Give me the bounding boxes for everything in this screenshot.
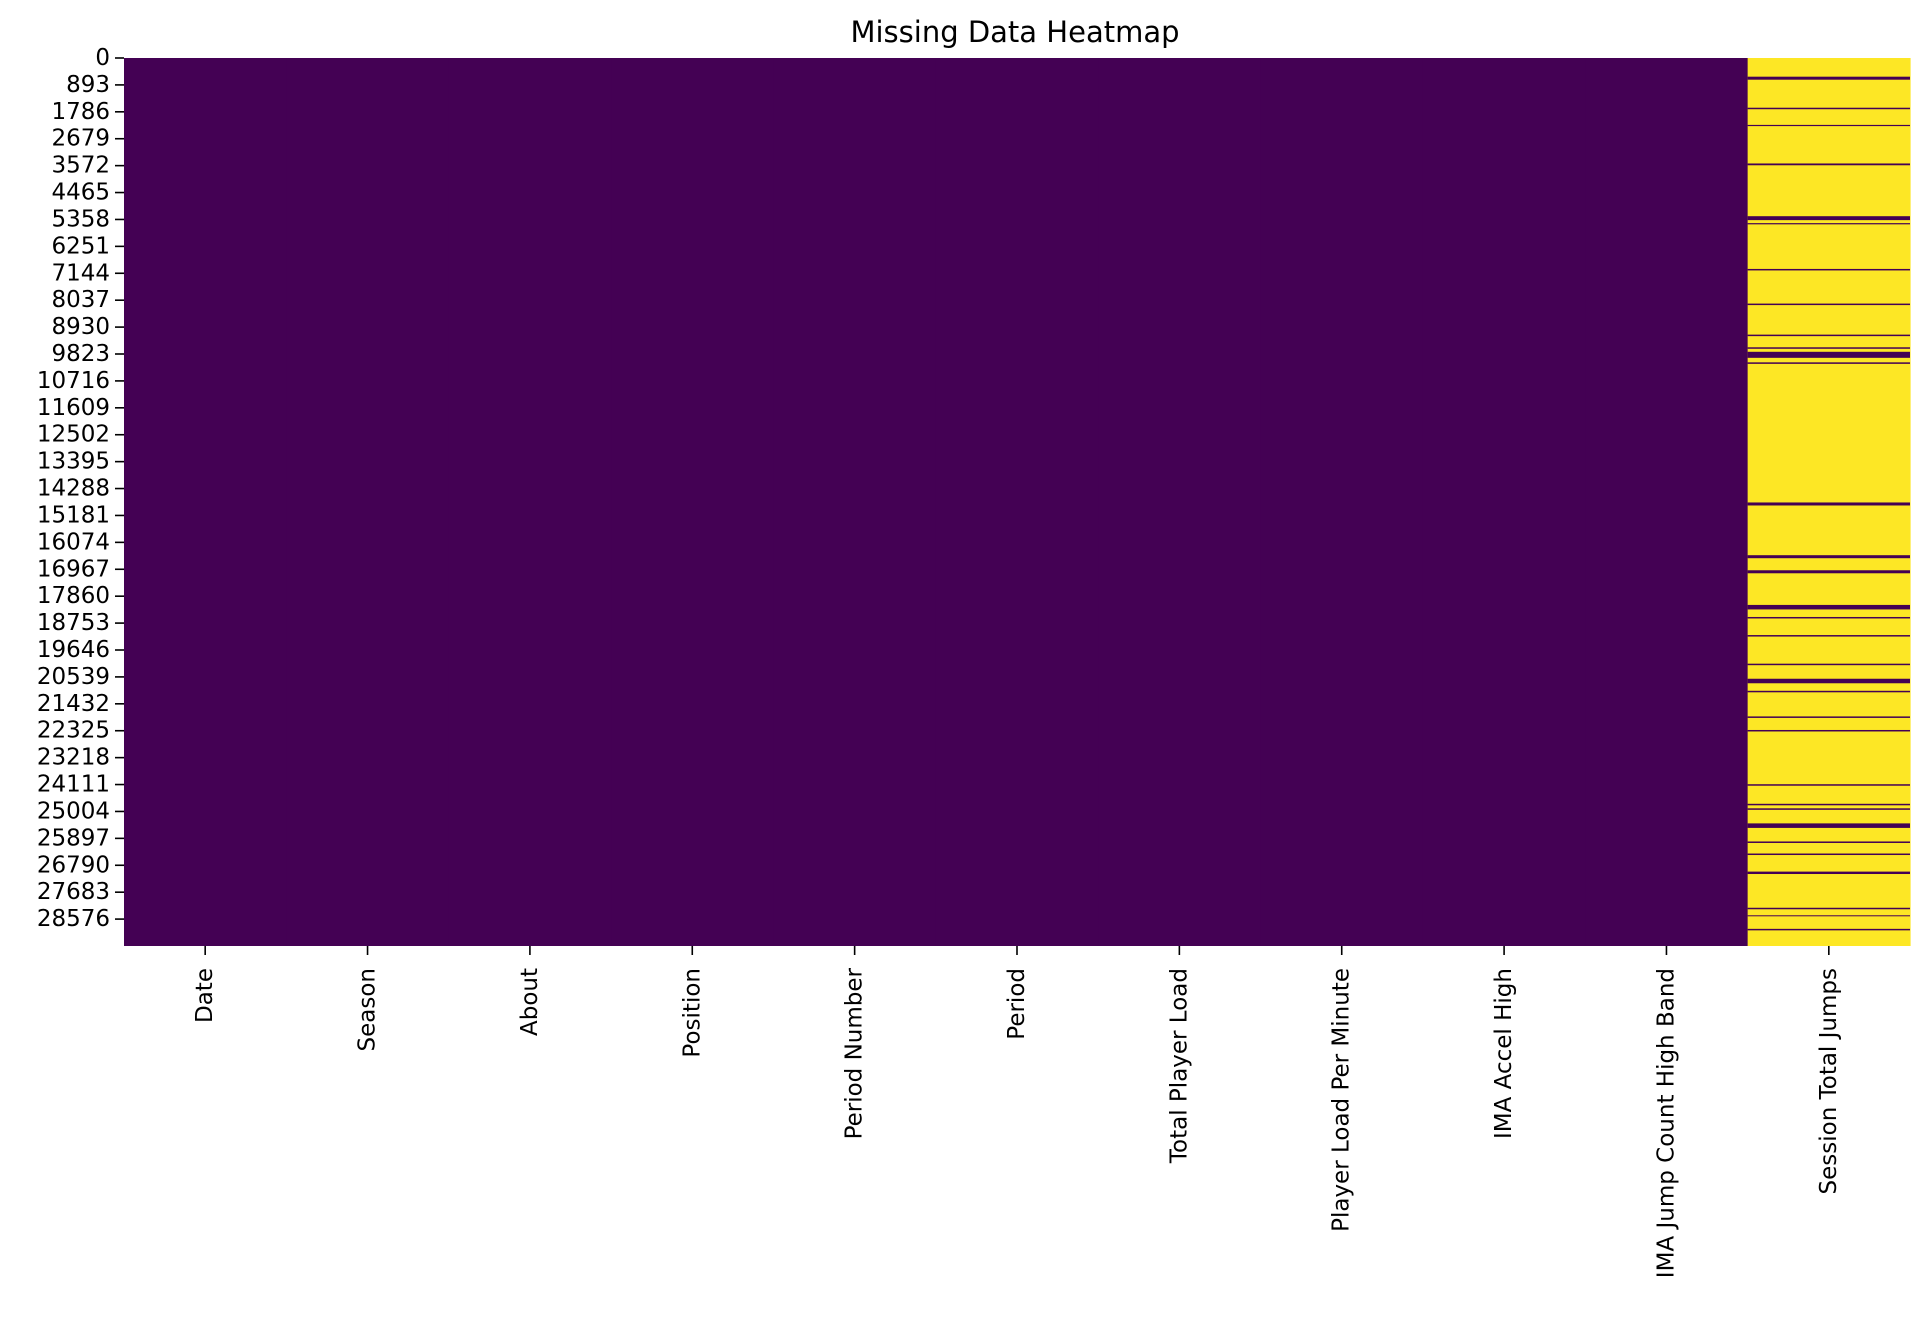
- x-tick-label: IMA Jump Count High Band: [1653, 968, 1679, 1278]
- y-tick-label: 1786: [51, 99, 110, 125]
- y-tick-label: 25897: [37, 825, 110, 851]
- heatmap-column-date: [124, 58, 287, 946]
- y-tick-label: 3572: [51, 153, 110, 179]
- y-tick-label: 19646: [37, 637, 110, 663]
- heatmap-band-session-total-jumps-18: [1747, 663, 1910, 666]
- chart-title: Missing Data Heatmap: [850, 15, 1179, 49]
- heatmap-column-period-number: [773, 58, 937, 946]
- heatmap-band-session-total-jumps-24: [1747, 803, 1910, 806]
- heatmap-band-session-total-jumps-30: [1747, 907, 1910, 910]
- y-tick-label: 14288: [37, 476, 110, 502]
- heatmap-band-session-total-jumps-29: [1747, 871, 1910, 875]
- x-tick-label: Period Number: [842, 967, 868, 1139]
- y-tick-label: 27683: [37, 879, 110, 905]
- y-axis: 0893178626793572446553586251714480378930…: [37, 45, 124, 932]
- y-tick-label: 28576: [37, 906, 110, 932]
- y-tick-label: 23218: [37, 745, 110, 771]
- heatmap-band-session-total-jumps-4: [1747, 216, 1910, 221]
- y-tick-label: 8037: [51, 287, 110, 313]
- x-axis: Date Season About Position Period Number Peri…: [192, 946, 1842, 1278]
- y-tick-label: 20539: [37, 664, 110, 690]
- y-tick-label: 26790: [37, 852, 110, 878]
- y-tick-label: 13395: [37, 449, 110, 475]
- y-tick-label: 4465: [51, 180, 110, 206]
- heatmap-band-session-total-jumps-15: [1747, 604, 1910, 610]
- heatmap-band-session-total-jumps-20: [1747, 690, 1910, 693]
- heatmap-column-player-load-per-minute: [1260, 58, 1424, 946]
- y-tick-label: 893: [66, 72, 110, 98]
- heatmap-band-session-total-jumps-28: [1747, 853, 1910, 856]
- heatmap-band-session-total-jumps-6: [1747, 268, 1910, 271]
- heatmap-band-session-total-jumps-21: [1747, 716, 1910, 718]
- heatmap-band-session-total-jumps-0: [1747, 76, 1910, 80]
- y-tick-label: 17860: [37, 583, 110, 609]
- x-tick-label: Player Load Per Minute: [1329, 968, 1355, 1232]
- y-tick-label: 24111: [37, 772, 110, 798]
- heatmap-band-session-total-jumps-25: [1747, 808, 1910, 810]
- x-tick-label: About: [517, 968, 543, 1036]
- heatmap-band-session-total-jumps-3: [1747, 163, 1910, 166]
- heatmap-band-session-total-jumps-31: [1747, 915, 1910, 917]
- x-tick-label: Date: [192, 968, 218, 1023]
- y-tick-label: 21432: [37, 691, 110, 717]
- heatmap-band-session-total-jumps-19: [1747, 678, 1910, 684]
- heatmap-band-session-total-jumps-7: [1747, 303, 1910, 306]
- heatmap-band-session-total-jumps-1: [1747, 107, 1910, 110]
- heatmap-band-session-total-jumps-14: [1747, 570, 1910, 574]
- heatmap-column-about: [448, 58, 612, 946]
- y-tick-label: 5358: [51, 206, 110, 232]
- heatmap-band-session-total-jumps-2: [1747, 124, 1910, 127]
- heatmap-column-total-player-load: [1098, 58, 1262, 946]
- x-tick-label: Total Player Load: [1166, 968, 1192, 1164]
- heatmap-band-session-total-jumps-8: [1747, 334, 1910, 337]
- heatmap-band-session-total-jumps-12: [1747, 502, 1910, 506]
- x-tick-label: Season: [355, 968, 381, 1051]
- y-tick-label: 8930: [51, 314, 110, 340]
- y-tick-label: 16967: [37, 556, 110, 582]
- heatmap-column-season: [286, 58, 450, 946]
- heatmap-column-ima-jump-count-high-band: [1585, 58, 1749, 946]
- y-tick-label: 2679: [51, 126, 110, 152]
- heatmap-band-session-total-jumps-27: [1747, 841, 1910, 843]
- heatmap-band-session-total-jumps-11: [1747, 362, 1910, 364]
- y-tick-label: 12502: [37, 422, 110, 448]
- y-tick-label: 16074: [37, 529, 110, 555]
- heatmap-band-session-total-jumps-9: [1747, 347, 1910, 349]
- heatmap-band-session-total-jumps-32: [1747, 928, 1910, 931]
- y-tick-label: 7144: [51, 260, 110, 286]
- y-tick-label: 9823: [51, 341, 110, 367]
- heatmap-column-position: [611, 58, 775, 946]
- heatmap-column-ima-accel-high: [1422, 58, 1586, 946]
- x-tick-label: Period: [1004, 968, 1030, 1040]
- heatmap-band-session-total-jumps-13: [1747, 555, 1910, 559]
- y-tick-label: 10716: [37, 368, 110, 394]
- x-tick-label: Position: [679, 968, 705, 1058]
- heatmap-band-session-total-jumps-22: [1747, 729, 1910, 732]
- y-tick-label: 11609: [37, 395, 110, 421]
- y-tick-label: 18753: [37, 610, 110, 636]
- heatmap-column-period: [935, 58, 1099, 946]
- heatmap-column-session-total-jumps: [1747, 58, 1911, 946]
- heatmap-band-session-total-jumps-5: [1747, 223, 1910, 225]
- heatmap-cells: [124, 58, 1911, 946]
- heatmap-band-session-total-jumps-17: [1747, 635, 1910, 637]
- x-tick-label: Session Total Jumps: [1816, 968, 1842, 1194]
- y-tick-label: 6251: [51, 233, 110, 259]
- y-tick-label: 22325: [37, 718, 110, 744]
- heatmap-band-session-total-jumps-10: [1747, 351, 1910, 358]
- y-tick-label: 25004: [37, 798, 110, 824]
- heatmap-band-session-total-jumps-16: [1747, 616, 1910, 619]
- y-tick-label: 15181: [37, 502, 110, 528]
- x-tick-label: IMA Accel High: [1491, 968, 1517, 1139]
- y-tick-label: 0: [95, 45, 110, 71]
- heatmap-band-session-total-jumps-26: [1747, 823, 1910, 828]
- heatmap-band-session-total-jumps-23: [1747, 784, 1910, 786]
